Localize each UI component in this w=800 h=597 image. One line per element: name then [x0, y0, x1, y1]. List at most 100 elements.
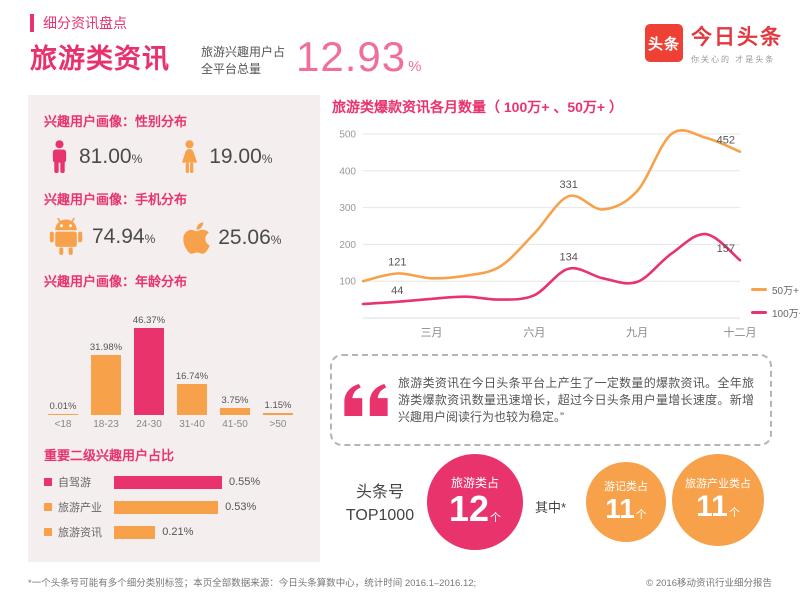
- stat-circle-industry: 旅游产业类占 11 个: [672, 454, 764, 546]
- legend-swatch-100w: [751, 311, 767, 314]
- stat-circle-travelnotes: 游记类占 11 个: [586, 462, 666, 542]
- page-title: 旅游类资讯: [30, 44, 170, 74]
- line-chart-title: 旅游类爆款资讯各月数量（ 100万+ 、50万+ ）: [332, 99, 623, 115]
- secondary-bar-chart: 自驾游 0.55% 旅游产业 0.53% 旅游资讯 0.21%: [44, 474, 304, 540]
- stat-circle-industry-value: 11: [696, 489, 728, 523]
- toutiao-top1000-line1: 头条号: [355, 484, 404, 501]
- female-percentage-unit: %: [261, 152, 273, 166]
- age-bar-value: 1.15%: [264, 399, 292, 411]
- age-bar: [177, 383, 207, 415]
- stat-circle-travelnotes-title: 游记类占: [604, 480, 648, 493]
- quote-text: 旅游类资讯在今日头条平台上产生了一定数量的爆款资讯。全年旅游类爆款资讯数量迅速增…: [398, 375, 754, 424]
- secondary-legend-square: [44, 503, 52, 511]
- copyright: © 2016移动资讯行业细分报告: [646, 578, 772, 589]
- user-profile-panel: 兴趣用户画像：性别分布 81.00%: [28, 95, 320, 562]
- gender-section-title: 兴趣用户画像：性别分布: [44, 114, 188, 129]
- stat-circle-travel: 旅游类占 12 个: [427, 454, 523, 550]
- secondary-bar-label: 旅游产业: [58, 502, 102, 514]
- stat-circle-travelnotes-value: 11: [605, 492, 635, 524]
- male-icon: [52, 140, 67, 174]
- secondary-bar-label: 旅游资讯: [58, 527, 102, 539]
- male-percentage-number: 81.00: [79, 145, 132, 168]
- age-bar-chart: 0.01% <18 31.98% 18-23 46.37% 24-30 16.74% 31-4…: [44, 296, 304, 430]
- android-metric: 74.94%: [48, 218, 155, 256]
- female-percentage: 19.00%: [209, 145, 272, 169]
- svg-text:157: 157: [717, 243, 735, 255]
- android-percentage-number: 74.94: [92, 225, 145, 248]
- svg-text:100: 100: [339, 277, 356, 288]
- platform-share-label: 旅游兴趣用户占 全平台总量: [201, 44, 285, 78]
- android-percentage-unit: %: [144, 232, 156, 246]
- stat-circle-travel-valuerow: 12 个: [448, 487, 502, 529]
- android-percentage: 74.94%: [92, 225, 155, 249]
- apple-icon: [183, 222, 210, 254]
- age-bar-category: <18: [54, 419, 72, 430]
- chart-legend: 50万+ 100万+: [751, 282, 800, 320]
- age-bar-value: 3.75%: [221, 394, 249, 406]
- svg-text:134: 134: [559, 252, 577, 264]
- apple-metric: 25.06%: [183, 220, 281, 256]
- stat-circle-travelnotes-valuerow: 11 个: [605, 492, 647, 524]
- apple-percentage-number: 25.06: [218, 226, 271, 249]
- age-bar-column: 16.74% 31-40: [173, 296, 211, 430]
- gender-row: 81.00% 19.00%: [48, 140, 304, 174]
- secondary-legend-square: [44, 478, 52, 486]
- age-bar: [134, 327, 164, 415]
- android-icon: [49, 218, 83, 255]
- secondary-bar-value: 0.55%: [229, 476, 261, 488]
- toutiao-logo-name: 今日头条: [691, 26, 783, 49]
- svg-text:44: 44: [391, 285, 403, 297]
- toutiao-logo-tagline: 你关心的 才是头条: [691, 55, 776, 64]
- age-section-title: 兴趣用户画像：年龄分布: [44, 274, 188, 289]
- platform-share-label-line2: 全平台总量: [201, 62, 262, 76]
- stat-circle-travelnotes-unit: 个: [635, 508, 647, 521]
- age-bar: [91, 354, 121, 415]
- svg-text:六月: 六月: [523, 326, 545, 339]
- toutiao-logo-icon: 头条: [645, 24, 683, 62]
- secondary-bar-value: 0.53%: [225, 501, 257, 513]
- stat-circle-travel-title: 旅游类占: [450, 475, 499, 490]
- male-percentage-unit: %: [131, 152, 143, 166]
- legend-item-50w: 50万+: [751, 282, 800, 297]
- male-percentage: 81.00%: [79, 145, 142, 169]
- quote-icon: [344, 384, 388, 416]
- age-bar-category: 41-50: [222, 419, 248, 430]
- legend-item-100w: 100万+: [751, 305, 800, 320]
- stat-circle-travel-value: 12: [448, 487, 490, 529]
- male-metric: 81.00%: [48, 140, 142, 174]
- secondary-bar: [114, 500, 219, 514]
- apple-percentage: 25.06%: [218, 226, 281, 250]
- stat-circle-industry-unit: 个: [728, 506, 740, 519]
- secondary-bar: [114, 475, 222, 489]
- svg-text:331: 331: [559, 179, 577, 191]
- platform-share-label-line1: 旅游兴趣用户占: [201, 45, 286, 59]
- svg-text:300: 300: [339, 203, 356, 214]
- svg-text:三月: 三月: [421, 327, 443, 339]
- toutiao-logo: 头条 今日头条 你关心的 才是头条: [645, 21, 783, 65]
- legend-label-100w: 100万+: [772, 309, 800, 320]
- secondary-section-title: 重要二级兴趣用户占比: [44, 448, 175, 463]
- age-bar-column: 31.98% 18-23: [87, 296, 125, 430]
- svg-text:200: 200: [339, 240, 356, 251]
- stat-circle-industry-title: 旅游产业类占: [685, 477, 751, 490]
- toutiao-top1000-label: 头条号 TOP1000: [337, 481, 423, 527]
- age-bar-column: 0.01% <18: [44, 296, 82, 430]
- age-bar: [263, 412, 293, 415]
- phone-section-title: 兴趣用户画像：手机分布: [44, 192, 188, 207]
- stat-circle-travel-unit: 个: [490, 511, 502, 524]
- age-bar-value: 16.74%: [175, 370, 209, 382]
- svg-text:121: 121: [388, 256, 406, 268]
- secondary-bar-row: 旅游资讯 0.21%: [44, 524, 304, 540]
- footnote: *一个头条号可能有多个细分类别标签；本页全部数据来源：今日头条算数中心，统计时间…: [28, 578, 477, 589]
- age-bar-column: 46.37% 24-30: [130, 296, 168, 430]
- monthly-line-chart: 100 200 300 400 500 三月 六月 九月 十二月 121 331 452 44 134 15…: [339, 129, 757, 339]
- legend-swatch-50w: [751, 288, 767, 291]
- secondary-bar-label: 自驾游: [58, 477, 91, 489]
- age-bar-category: 31-40: [179, 419, 205, 430]
- age-bar-category: 18-23: [93, 419, 119, 430]
- toutiao-logo-text: 今日头条 你关心的 才是头条: [691, 21, 783, 65]
- apple-percentage-unit: %: [270, 233, 282, 247]
- stat-circle-industry-valuerow: 11 个: [696, 489, 740, 523]
- svg-text:452: 452: [717, 135, 735, 147]
